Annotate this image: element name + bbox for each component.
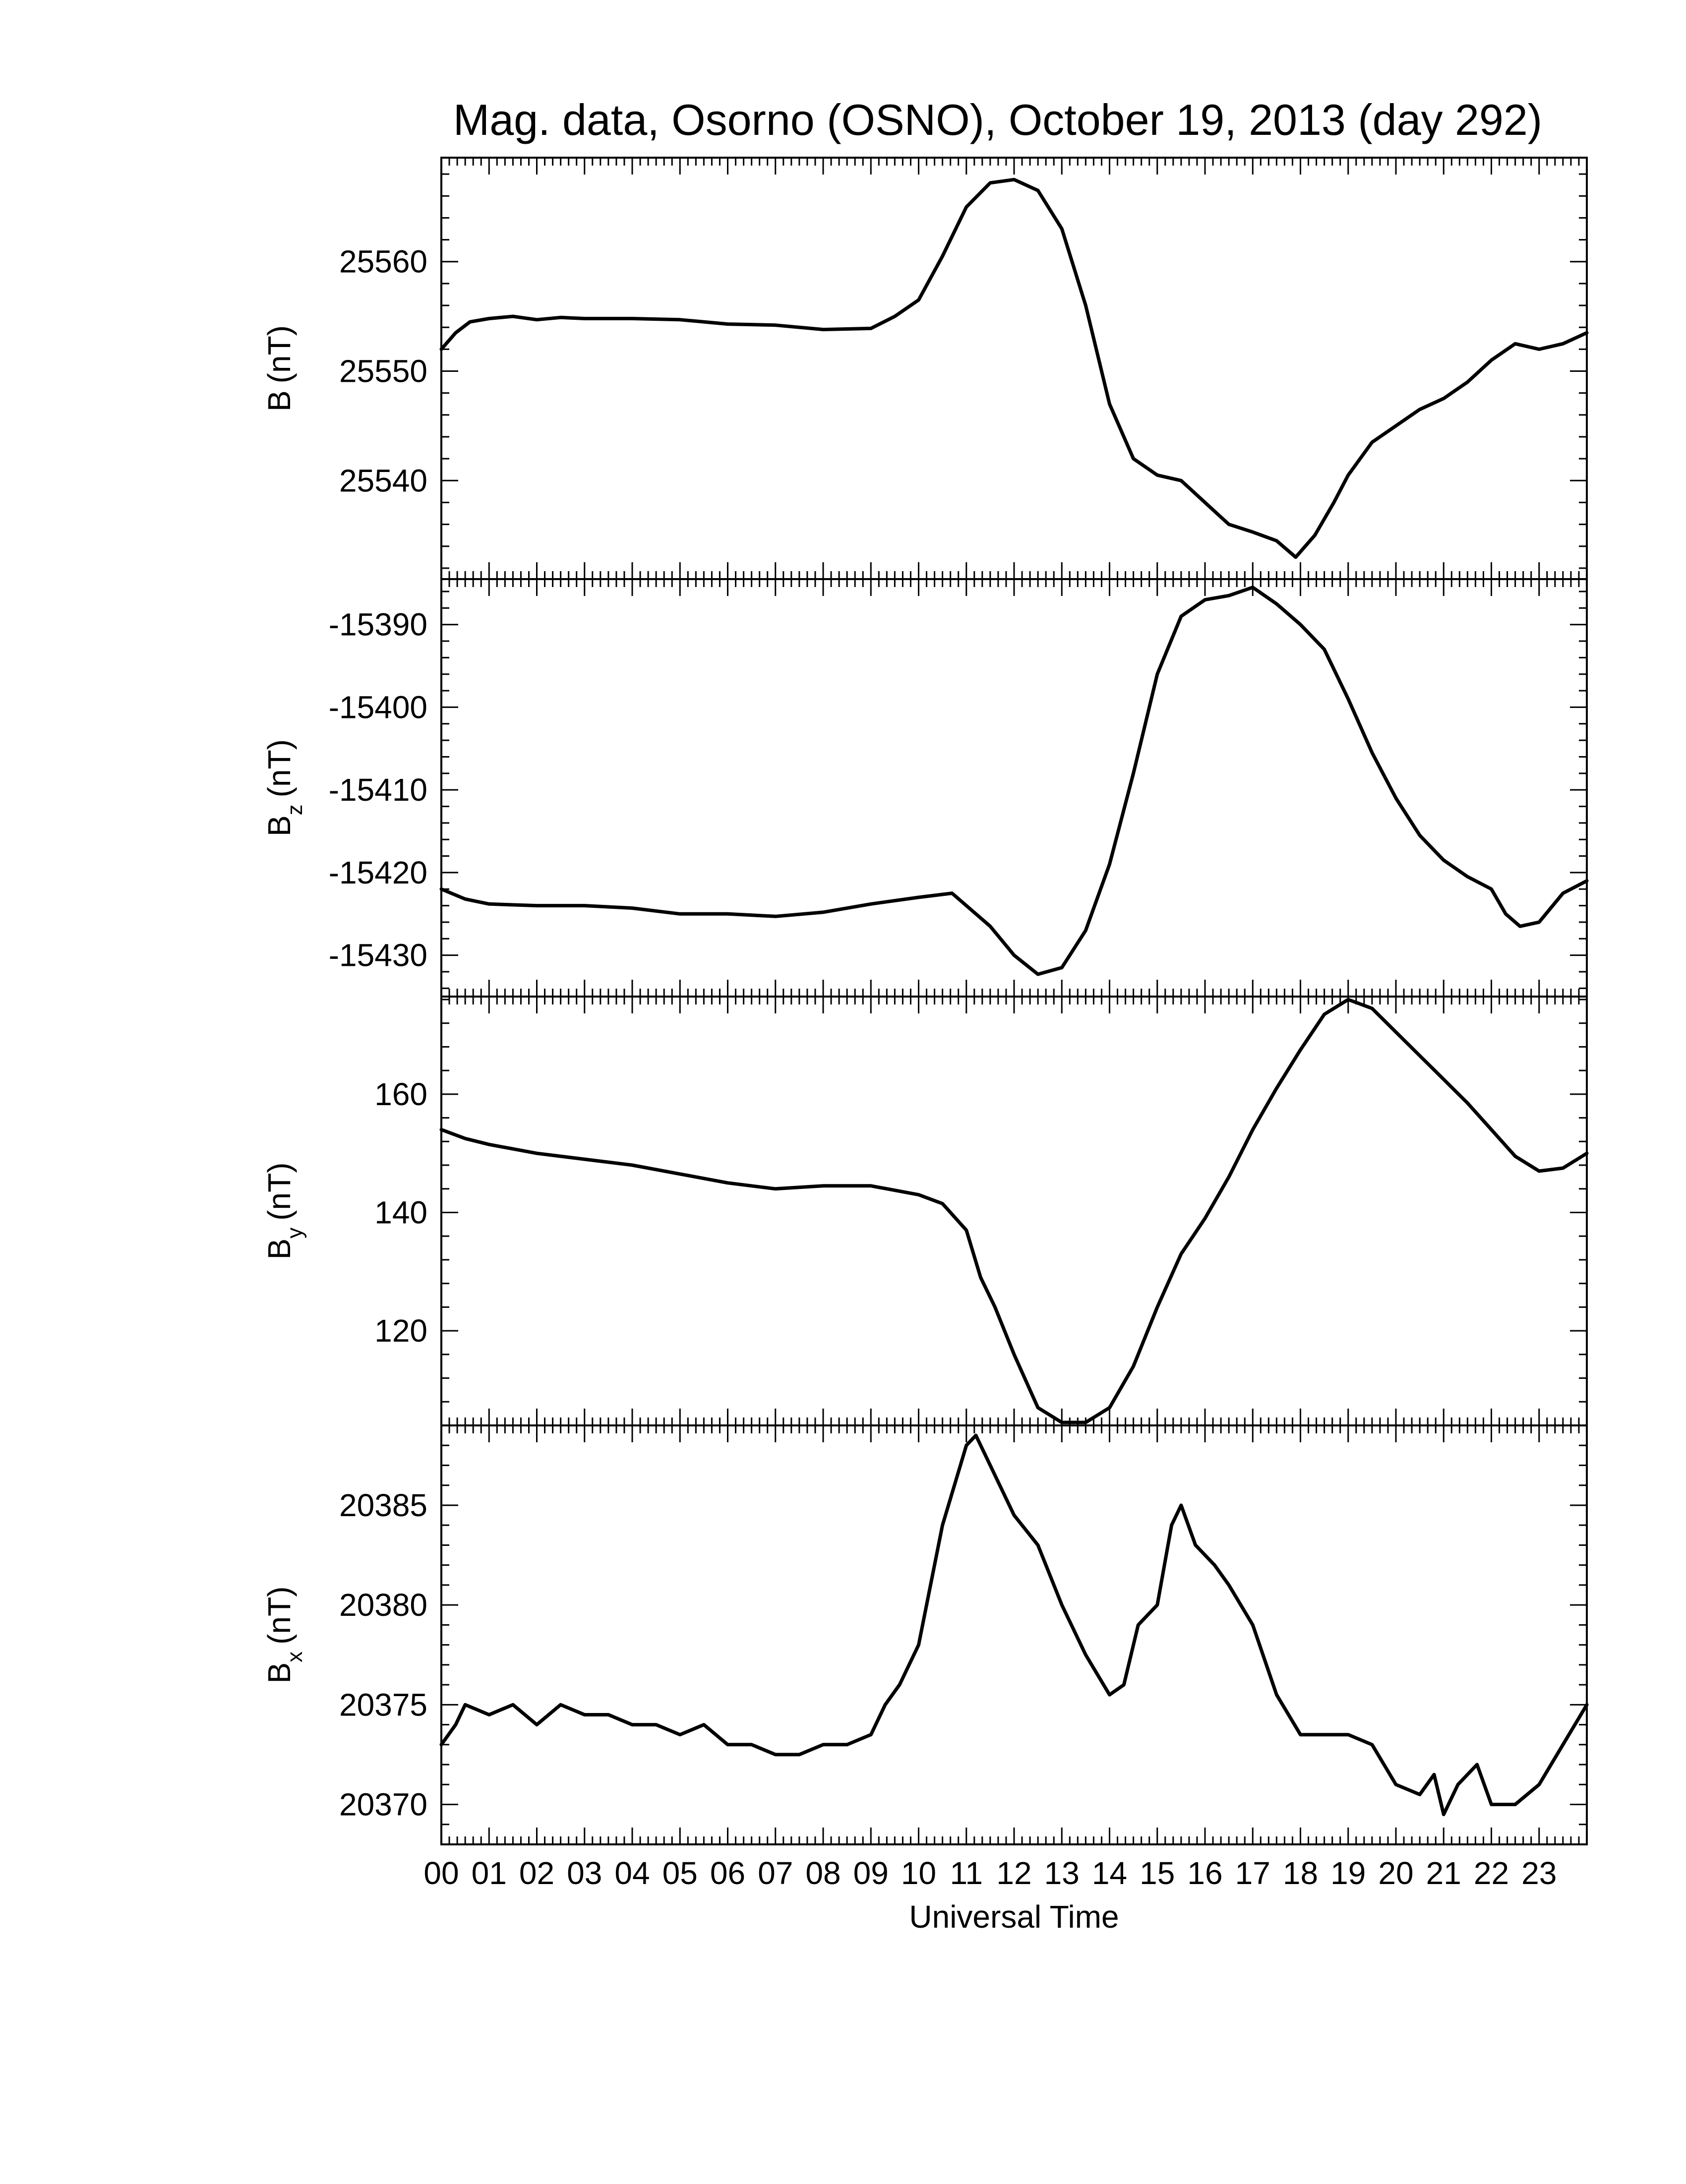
y-tick-label: 20385	[339, 1487, 427, 1523]
x-tick-label: 21	[1426, 1855, 1461, 1891]
x-tick-labels: 00 01 02 03 04 05 06 07 08 09 10 11 12 13 14 15 16 17 18 19…	[423, 1855, 1557, 1891]
y-tick-label: 20370	[339, 1787, 427, 1823]
x-tick-label: 18	[1283, 1855, 1318, 1891]
x-tick-label: 17	[1235, 1855, 1270, 1891]
y-tick-label: -15390	[329, 607, 427, 643]
y-axis-label: Bx(nT)	[261, 1587, 307, 1684]
y-axis-label: B(nT)	[261, 325, 297, 412]
plot-frame	[440, 578, 1588, 998]
y-tick-label: 120	[374, 1313, 427, 1349]
x-tick-label: 20	[1378, 1855, 1413, 1891]
x-tick-label: 23	[1521, 1855, 1557, 1891]
x-tick-label: 22	[1474, 1855, 1509, 1891]
x-tick-label: 13	[1044, 1855, 1080, 1891]
y-tick-label: 140	[374, 1194, 427, 1230]
series-line-B	[439, 177, 1589, 559]
x-tick-label: 14	[1092, 1855, 1127, 1891]
x-tick-label: 02	[519, 1855, 554, 1891]
plot-frame	[440, 157, 1588, 580]
y-tick-label: 25540	[339, 463, 427, 498]
x-tick-label: 06	[710, 1855, 745, 1891]
x-tick-label: 16	[1187, 1855, 1222, 1891]
plot-frame	[440, 996, 1588, 1426]
x-tick-label: 10	[901, 1855, 936, 1891]
series-line-By	[439, 998, 1589, 1424]
y-tick-label: -15420	[329, 855, 427, 890]
x-tick-label: 00	[423, 1855, 459, 1891]
x-tick-label: 12	[996, 1855, 1031, 1891]
series-line-Bz	[439, 586, 1589, 976]
panels: 255402555025560B(nT)-15430-15420-15410-1…	[261, 157, 1589, 1891]
y-tick-label: 20380	[339, 1587, 427, 1623]
panel-B: 25540 25550 25560 B(nT)	[261, 157, 1589, 580]
y-axis-label: Bz(nT)	[261, 739, 307, 836]
plot-frame	[440, 1424, 1588, 1845]
x-tick-label: 19	[1330, 1855, 1366, 1891]
x-tick-label: 07	[758, 1855, 793, 1891]
panel-By: 120 140 160 By(nT)	[261, 996, 1589, 1426]
x-tick-label: 08	[805, 1855, 841, 1891]
x-tick-label: 11	[950, 1855, 983, 1891]
y-axis-label: By(nT)	[261, 1163, 307, 1260]
x-tick-label: 15	[1140, 1855, 1175, 1891]
panel-Bz: -15430 -15420 -15410 -15400 -15390 Bz(nT)	[261, 578, 1589, 998]
y-tick-label: 20375	[339, 1687, 427, 1722]
y-tick-label: -15410	[329, 772, 427, 808]
y-tick-label: 160	[374, 1076, 427, 1112]
y-tick-label: -15400	[329, 689, 427, 725]
y-tick-label: 25550	[339, 354, 427, 389]
series-line-Bx	[439, 1433, 1589, 1817]
x-tick-label: 09	[853, 1855, 889, 1891]
y-tick-label: 25560	[339, 244, 427, 280]
x-tick-label: 05	[662, 1855, 698, 1891]
x-tick-label: 04	[614, 1855, 650, 1891]
chart-title: Mag. data, Osorno (OSNO), October 19, 20…	[453, 95, 1542, 144]
panel-Bx: 20370 20375 20380 20385 Bx(nT) 00 01 02 03 04 05 06…	[261, 1424, 1589, 1891]
x-tick-label: 03	[567, 1855, 602, 1891]
y-tick-label: -15430	[329, 938, 427, 973]
x-axis-label: Universal Time	[909, 1899, 1119, 1935]
x-tick-label: 01	[472, 1855, 507, 1891]
